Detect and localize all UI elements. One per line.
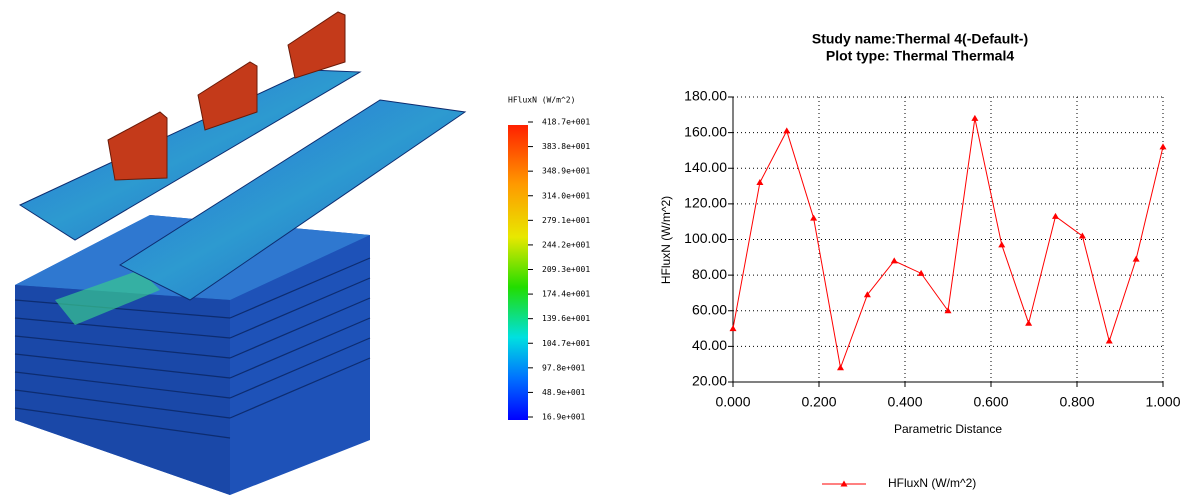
point-marker — [730, 325, 737, 331]
colorbar-label: 16.9e+001 — [542, 413, 586, 422]
colorbar-label: 48.9e+001 — [542, 388, 586, 397]
colorbar-label: 139.6e+001 — [542, 314, 590, 323]
colorbar-label: 244.2e+001 — [542, 240, 590, 249]
point-marker — [1106, 338, 1113, 344]
x-tick-label: 0.800 — [1059, 394, 1094, 410]
point-marker — [971, 115, 978, 121]
y-tick-label: 40.00 — [692, 337, 727, 353]
y-tick-label: 120.00 — [684, 195, 727, 211]
point-marker — [891, 257, 898, 263]
x-tick-label: 0.000 — [715, 394, 750, 410]
colorbar-label: 314.0e+001 — [542, 191, 590, 200]
chart-title: Study name:Thermal 4(-Default-) — [812, 31, 1028, 47]
legend-label: HFluxN (W/m^2) — [888, 476, 976, 490]
point-marker — [1052, 213, 1059, 219]
point-marker — [783, 127, 790, 133]
model-render — [15, 12, 465, 495]
series-line — [733, 118, 1163, 367]
point-marker — [918, 270, 925, 276]
x-tick-label: 1.000 — [1145, 394, 1180, 410]
colorbar-label: 279.1e+001 — [542, 216, 590, 225]
point-marker — [1160, 143, 1167, 149]
point-marker — [998, 241, 1005, 247]
y-tick-label: 80.00 — [692, 266, 727, 282]
y-tick-label: 60.00 — [692, 301, 727, 317]
y-tick-label: 100.00 — [684, 230, 727, 246]
point-marker — [837, 364, 844, 370]
x-axis-label: Parametric Distance — [894, 422, 1002, 436]
x-tick-label: 0.400 — [887, 394, 922, 410]
colorbar-label: 418.7e+001 — [542, 118, 590, 127]
colorbar-title: HFluxN (W/m^2) — [508, 96, 575, 105]
colorbar-label: 209.3e+001 — [542, 265, 590, 274]
point-marker — [1025, 320, 1032, 326]
screen: HFluxN (W/m^2) Study name:Thermal 4(-Def… — [0, 0, 1192, 497]
y-axis-label: HFluxN (W/m^2) — [659, 196, 673, 284]
y-tick-label: 180.00 — [684, 88, 727, 104]
point-marker — [1133, 256, 1140, 262]
colorbar-label: 348.9e+001 — [542, 167, 590, 176]
x-tick-label: 0.200 — [801, 394, 836, 410]
y-tick-label: 160.00 — [684, 123, 727, 139]
x-tick-label: 0.600 — [973, 394, 1008, 410]
y-tick-label: 20.00 — [692, 373, 727, 389]
chart-subtitle: Plot type: Thermal Thermal4 — [826, 48, 1014, 64]
colorbar-label: 383.8e+001 — [542, 142, 590, 151]
point-marker — [810, 215, 817, 221]
point-marker — [1079, 232, 1086, 238]
colorbar-label: 174.4e+001 — [542, 290, 590, 299]
y-tick-label: 140.00 — [684, 159, 727, 175]
colorbar-label: 104.7e+001 — [542, 339, 590, 348]
colorbar-label: 97.8e+001 — [542, 363, 586, 372]
colorbar — [508, 125, 528, 420]
point-marker — [756, 179, 763, 185]
